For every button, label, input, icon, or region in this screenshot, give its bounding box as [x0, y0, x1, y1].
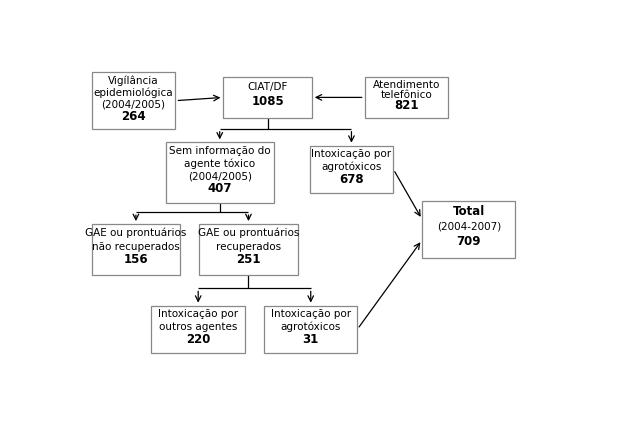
Text: GAE ou prontuários: GAE ou prontuários — [198, 228, 299, 238]
Text: Intoxicação por: Intoxicação por — [311, 149, 392, 159]
Text: Atendimento: Atendimento — [373, 80, 440, 89]
Text: Vigílância: Vigílância — [108, 75, 159, 86]
Text: 31: 31 — [303, 333, 319, 346]
Text: (2004/2005): (2004/2005) — [188, 171, 252, 181]
Text: GAE ou prontuários: GAE ou prontuários — [85, 228, 187, 238]
Text: agrotóxicos: agrotóxicos — [281, 321, 341, 332]
FancyBboxPatch shape — [310, 145, 393, 193]
Text: 709: 709 — [457, 235, 481, 248]
Text: (2004/2005): (2004/2005) — [101, 99, 166, 109]
Text: 678: 678 — [339, 173, 364, 186]
FancyBboxPatch shape — [166, 142, 274, 203]
Text: Intoxicação por: Intoxicação por — [158, 309, 239, 319]
FancyBboxPatch shape — [151, 306, 245, 353]
Text: 264: 264 — [121, 110, 146, 123]
Text: CIAT/DF: CIAT/DF — [247, 82, 288, 92]
Text: recuperados: recuperados — [216, 242, 281, 251]
Text: 1085: 1085 — [252, 95, 284, 108]
Text: agrotóxicos: agrotóxicos — [321, 162, 382, 172]
FancyBboxPatch shape — [91, 224, 180, 274]
FancyBboxPatch shape — [223, 77, 312, 118]
FancyBboxPatch shape — [422, 201, 515, 258]
FancyBboxPatch shape — [91, 72, 176, 129]
Text: não recuperados: não recuperados — [92, 242, 180, 251]
Text: 407: 407 — [208, 182, 232, 195]
FancyBboxPatch shape — [365, 77, 449, 118]
Text: 156: 156 — [124, 254, 148, 266]
Text: Total: Total — [452, 205, 485, 218]
Text: outros agentes: outros agentes — [159, 322, 237, 332]
Text: telefônico: telefônico — [381, 90, 433, 100]
Text: 220: 220 — [186, 333, 210, 346]
Text: 251: 251 — [236, 254, 261, 266]
FancyBboxPatch shape — [264, 306, 357, 353]
Text: Intoxicação por: Intoxicação por — [271, 309, 351, 319]
Text: 821: 821 — [394, 100, 419, 112]
Text: agente tóxico: agente tóxico — [184, 159, 255, 169]
FancyBboxPatch shape — [200, 224, 298, 274]
Text: (2004-2007): (2004-2007) — [437, 222, 501, 232]
Text: Sem informação do: Sem informação do — [169, 146, 271, 156]
Text: epidemiológica: epidemiológica — [94, 87, 173, 98]
